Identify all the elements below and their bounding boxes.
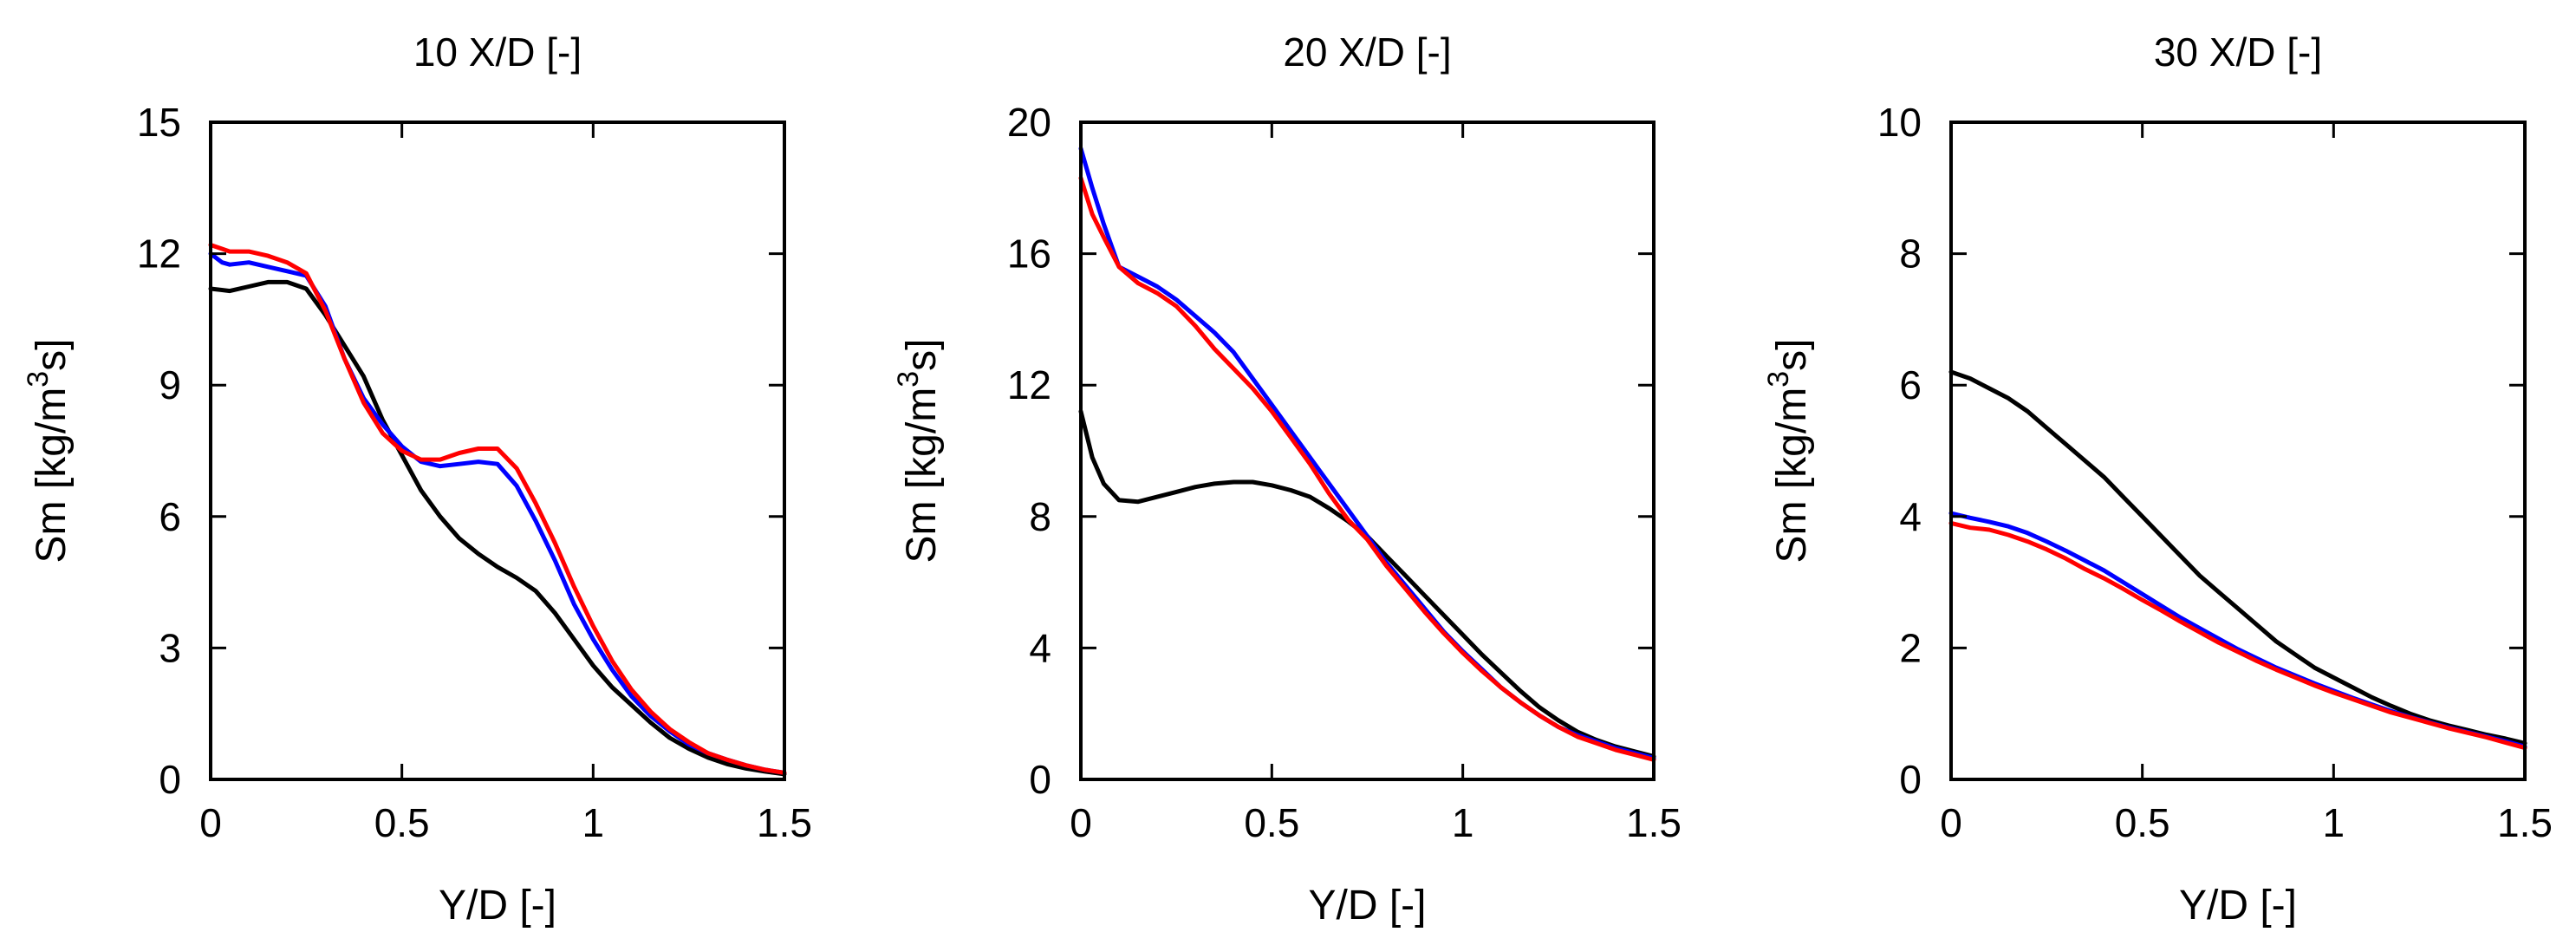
y-tick-label: 12 — [1007, 362, 1051, 407]
y-tick-label: 10 — [1877, 100, 1922, 145]
y-axis-label-superscript: 3 — [892, 371, 925, 388]
x-tick-label: 0.5 — [2115, 800, 2170, 845]
x-tick-label: 1 — [1452, 800, 1474, 845]
x-tick-label: 1 — [582, 800, 605, 845]
x-tick-label: 1 — [2323, 800, 2345, 845]
y-tick-label: 20 — [1007, 100, 1051, 145]
x-tick-label: 0 — [1070, 800, 1092, 845]
y-axis-label: Sm [kg/m3s] — [892, 339, 945, 564]
series-blue-line — [208, 251, 787, 775]
y-tick-label: 15 — [137, 100, 181, 145]
series-black-line — [1078, 409, 1656, 759]
y-axis-label-end: s] — [899, 339, 945, 371]
chart-panel-2: 20 X/D [-] 0 0.5 1 1.5 0 4 8 12 16 20 Y/D [-] Sm [kg… — [892, 29, 1682, 929]
y-tick-label: 9 — [159, 362, 181, 407]
y-tick-label: 8 — [1029, 494, 1051, 539]
x-tick-label: 1.5 — [757, 800, 812, 845]
x-tick-label: 1.5 — [2497, 800, 2553, 845]
chart-title: 10 X/D [-] — [413, 29, 582, 75]
y-axis-label-main: Sm [kg/m — [899, 388, 945, 564]
y-axis-label-superscript: 3 — [22, 371, 55, 388]
x-tick-label: 0.5 — [1244, 800, 1299, 845]
y-axis-label: Sm [kg/m3s] — [22, 339, 75, 564]
y-axis-label-main: Sm [kg/m — [29, 388, 75, 564]
y-axis-label-end: s] — [1769, 339, 1815, 371]
y-axis-label-main: Sm [kg/m — [1769, 388, 1815, 564]
x-axis-label: Y/D [-] — [1308, 883, 1426, 929]
series-red-line — [1948, 520, 2527, 751]
chart-panel-3: 30 X/D [-] 0 0.5 1 1.5 0 2 4 6 8 10 Y/D [-] Sm [kg/m… — [1762, 29, 2553, 929]
x-tick-label: 1.5 — [1626, 800, 1682, 845]
y-tick-label: 6 — [1899, 362, 1922, 407]
plot-frame — [1949, 121, 2527, 781]
y-tick-label: 12 — [137, 231, 181, 277]
y-tick-label: 0 — [159, 757, 181, 802]
y-axis-label-superscript: 3 — [1762, 371, 1795, 388]
series-black-line — [1948, 369, 2527, 746]
chart-panel-1: 10 X/D [-] 0 0.5 1 1.5 0 3 6 9 12 15 Y/D [-] Sm [kg/… — [22, 29, 812, 929]
y-axis-label-end: s] — [29, 339, 75, 371]
y-tick-label: 2 — [1899, 625, 1922, 670]
y-tick-label: 3 — [159, 625, 181, 670]
y-tick-label: 4 — [1029, 625, 1051, 670]
y-tick-label: 0 — [1899, 757, 1922, 802]
plot-frame — [1079, 121, 1656, 781]
x-tick-label: 0 — [199, 800, 222, 845]
series-black-line — [208, 279, 787, 777]
y-tick-label: 8 — [1899, 231, 1922, 277]
series-red-line — [208, 243, 787, 775]
series-red-line — [1078, 175, 1656, 762]
series-blue-line — [1078, 146, 1656, 760]
plot-frame — [209, 121, 786, 781]
y-tick-label: 4 — [1899, 494, 1922, 539]
x-tick-label: 0.5 — [374, 800, 430, 845]
x-axis-label: Y/D [-] — [2179, 883, 2297, 929]
y-tick-label: 0 — [1029, 757, 1051, 802]
series-blue-line — [1948, 511, 2527, 749]
chart-title: 20 X/D [-] — [1283, 29, 1451, 75]
x-axis-label: Y/D [-] — [439, 883, 556, 929]
chart-title: 30 X/D [-] — [2154, 29, 2322, 75]
x-tick-label: 0 — [1940, 800, 1962, 845]
y-axis-label: Sm [kg/m3s] — [1762, 339, 1815, 564]
y-tick-label: 16 — [1007, 231, 1051, 277]
y-tick-label: 6 — [159, 494, 181, 539]
